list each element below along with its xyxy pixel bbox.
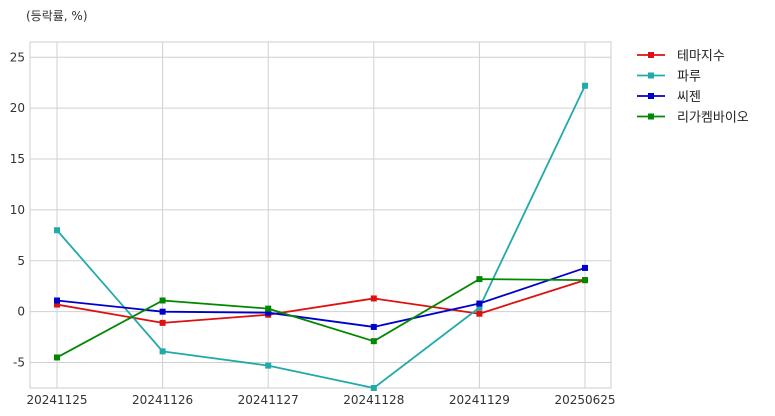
data-point — [159, 297, 166, 304]
series-line — [56, 279, 586, 324]
legend-label: 리가켐바이오 — [677, 111, 749, 126]
y-tick-label: 5 — [17, 254, 25, 268]
data-point — [370, 323, 377, 330]
y-tick-label: -5 — [13, 356, 25, 370]
legend-marker — [648, 72, 654, 79]
legend-item: 리가켐바이오 — [637, 111, 749, 126]
data-point — [582, 277, 588, 284]
legend-label: 씨젠 — [677, 90, 701, 105]
data-point — [159, 308, 166, 315]
series-2 — [54, 82, 588, 391]
data-point — [265, 305, 272, 312]
legend-label: 테마지수 — [677, 49, 725, 64]
data-point — [265, 309, 272, 316]
x-tick-label: 20250625 — [554, 393, 615, 407]
legend-label: 파루 — [677, 70, 701, 85]
x-tick-label: 20241127 — [238, 393, 299, 407]
y-tick-label: 10 — [10, 203, 25, 217]
legend-item: 씨젠 — [637, 90, 701, 105]
x-tick-labels: 20241125 20241126 20241127 20241128 20241129… — [26, 393, 615, 407]
data-point — [265, 362, 272, 369]
data-point — [370, 338, 377, 345]
legend-marker — [648, 93, 654, 99]
data-point — [582, 82, 588, 89]
x-tick-label: 20241126 — [132, 393, 193, 407]
series-line — [56, 85, 586, 389]
legend-marker — [648, 52, 654, 58]
y-tick-labels: -5 0 5 10 15 20 25 — [10, 50, 25, 369]
data-point — [582, 264, 588, 271]
series-lines — [54, 82, 588, 391]
x-tick-label: 20241128 — [343, 393, 404, 407]
legend-marker — [648, 113, 654, 120]
series-4 — [54, 276, 588, 361]
data-point — [159, 319, 166, 326]
data-point — [476, 276, 483, 283]
x-tick-label: 20241129 — [449, 393, 510, 407]
data-point — [370, 385, 377, 391]
data-point — [476, 300, 483, 307]
y-tick-label: 20 — [10, 101, 25, 115]
y-axis-label: (등락률, %) — [26, 9, 88, 23]
series-line — [56, 278, 586, 359]
y-tick-label: 25 — [10, 50, 25, 64]
data-point — [54, 297, 60, 304]
legend-item: 파루 — [637, 70, 701, 85]
data-point — [476, 310, 483, 317]
data-point — [54, 227, 60, 234]
data-point — [159, 348, 166, 355]
plot-area — [29, 41, 612, 389]
data-point — [476, 304, 483, 311]
data-point — [54, 301, 60, 308]
data-point — [54, 354, 60, 361]
x-tick-label: 20241125 — [26, 393, 87, 407]
data-point — [370, 295, 377, 302]
y-tick-label: 0 — [17, 305, 25, 319]
y-tick-label: 15 — [10, 152, 25, 166]
legend-item: 테마지수 — [637, 49, 725, 64]
